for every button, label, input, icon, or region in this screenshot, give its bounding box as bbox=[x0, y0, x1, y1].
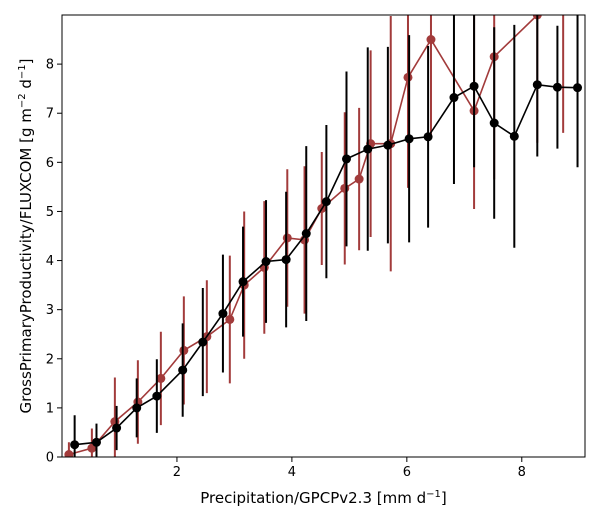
y-tick-label: 6 bbox=[46, 156, 54, 171]
y-tick-label: 3 bbox=[46, 303, 54, 318]
y-tick-label: 0 bbox=[46, 451, 54, 466]
x-tick-label: 2 bbox=[173, 465, 181, 480]
data-point bbox=[559, 1, 568, 10]
y-axis: 0 1 2 3 4 5 6 7 8 bbox=[46, 58, 62, 466]
data-point bbox=[198, 337, 208, 347]
data-point bbox=[282, 233, 292, 243]
data-point bbox=[552, 82, 562, 92]
data-point bbox=[449, 93, 459, 103]
data-point bbox=[156, 373, 166, 383]
data-point bbox=[112, 423, 122, 433]
data-point bbox=[281, 255, 291, 265]
data-point bbox=[354, 174, 364, 184]
data-point bbox=[423, 132, 433, 142]
data-point bbox=[261, 257, 271, 267]
plot-frame bbox=[61, 14, 586, 458]
data-point bbox=[70, 440, 80, 450]
data-point bbox=[469, 81, 479, 91]
data-point bbox=[132, 403, 142, 413]
data-point bbox=[383, 140, 393, 150]
data-point bbox=[301, 229, 311, 239]
x-axis-label: Precipitation/GPCPv2.3 [mm d−1] bbox=[200, 489, 446, 507]
x-axis: 2 4 6 8 bbox=[173, 457, 526, 480]
x-tick-label: 8 bbox=[518, 465, 526, 480]
series-line bbox=[68, 15, 540, 456]
data-point bbox=[573, 83, 583, 93]
x-tick-label: 4 bbox=[288, 465, 296, 480]
data-point bbox=[91, 437, 101, 447]
plot-area bbox=[64, 1, 583, 457]
data-point bbox=[340, 183, 350, 193]
series-2 bbox=[70, 15, 583, 457]
data-point bbox=[341, 154, 351, 164]
y-axis-label: GrossPrimaryProductivity/FLUXCOM [g m−2 … bbox=[17, 58, 35, 413]
y-tick-label: 4 bbox=[46, 254, 54, 269]
data-point bbox=[509, 131, 519, 141]
data-point bbox=[426, 35, 436, 45]
y-tick-label: 5 bbox=[46, 205, 54, 220]
x-tick-label: 6 bbox=[403, 465, 411, 480]
data-point bbox=[179, 345, 189, 355]
series-1 bbox=[64, 1, 568, 457]
data-point bbox=[363, 144, 373, 154]
data-point bbox=[178, 365, 188, 375]
data-point bbox=[225, 314, 235, 324]
data-point bbox=[403, 72, 413, 82]
data-point bbox=[489, 118, 499, 128]
y-tick-label: 7 bbox=[46, 107, 54, 122]
data-point bbox=[218, 309, 228, 319]
data-point bbox=[238, 277, 248, 287]
y-tick-label: 2 bbox=[46, 352, 54, 367]
data-point bbox=[321, 197, 331, 207]
data-point bbox=[64, 450, 74, 457]
data-point bbox=[532, 80, 542, 90]
y-tick-label: 8 bbox=[46, 58, 54, 73]
y-tick-label: 1 bbox=[46, 401, 54, 416]
data-point bbox=[152, 391, 162, 401]
data-point bbox=[404, 134, 414, 144]
